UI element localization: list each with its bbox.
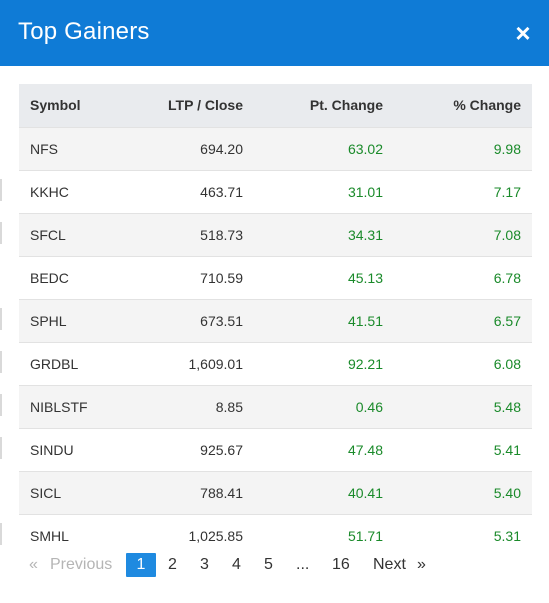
cell-ltp: 463.71 <box>200 183 243 200</box>
cell-pt-change: 47.48 <box>347 441 383 458</box>
table-row: SICL 788.41 40.41 5.40 <box>19 471 532 514</box>
table-row: NIBLSTF 8.85 0.46 5.48 <box>19 385 532 428</box>
cell-ltp: 518.73 <box>200 226 243 243</box>
next-button[interactable]: Next <box>373 556 406 573</box>
cell-pt-change: 92.21 <box>347 355 383 372</box>
cell-symbol: NIBLSTF <box>30 398 88 415</box>
cell-symbol: GRDBL <box>30 355 79 372</box>
table-row: SMHL 1,025.85 51.71 5.31 <box>19 514 532 557</box>
cell-pct-change: 7.17 <box>493 183 521 200</box>
table-row: BEDC 710.59 45.13 6.78 <box>19 256 532 299</box>
cell-pt-change: 0.46 <box>355 398 383 415</box>
cell-pct-change: 6.57 <box>493 312 521 329</box>
cell-symbol: SINDU <box>30 441 74 458</box>
page-1-button[interactable]: 1 <box>126 553 156 577</box>
table-row: SPHL 673.51 41.51 6.57 <box>19 299 532 342</box>
page-5-button[interactable]: 5 <box>264 556 273 573</box>
cell-pct-change: 7.08 <box>493 226 521 243</box>
header-pt-change[interactable]: Pt. Change <box>309 97 383 114</box>
cell-ltp: 710.59 <box>200 269 243 286</box>
header-symbol[interactable]: Symbol <box>30 97 81 114</box>
cell-pct-change: 9.98 <box>493 140 521 157</box>
cell-ltp: 1,609.01 <box>188 355 244 372</box>
cell-symbol: SPHL <box>30 312 67 329</box>
cell-pt-change: 45.13 <box>347 269 383 286</box>
page-2-button[interactable]: 2 <box>168 556 177 573</box>
cell-ltp: 925.67 <box>200 441 243 458</box>
cell-symbol: NFS <box>30 140 58 157</box>
gainers-table: Symbol LTP / Close Pt. Change % Change N… <box>19 84 532 557</box>
pagination: « Previous 1 2 3 4 5 ... 16 Next » <box>19 553 532 579</box>
cell-symbol: SFCL <box>30 226 66 243</box>
page-3-button[interactable]: 3 <box>200 556 209 573</box>
table-header-row: Symbol LTP / Close Pt. Change % Change <box>19 84 532 127</box>
page-4-button[interactable]: 4 <box>232 556 241 573</box>
cell-pct-change: 5.48 <box>493 398 521 415</box>
next-arrow-icon[interactable]: » <box>417 556 426 573</box>
cell-ltp: 673.51 <box>200 312 243 329</box>
cell-symbol: SICL <box>30 484 62 501</box>
modal-header: Top Gainers × <box>0 0 549 66</box>
table-row: SINDU 925.67 47.48 5.41 <box>19 428 532 471</box>
background-edge <box>0 66 3 603</box>
cell-ltp: 8.85 <box>215 398 243 415</box>
table-row: GRDBL 1,609.01 92.21 6.08 <box>19 342 532 385</box>
cell-pct-change: 5.41 <box>493 441 521 458</box>
cell-ltp: 788.41 <box>200 484 243 501</box>
cell-pt-change: 41.51 <box>347 312 383 329</box>
page-16-button[interactable]: 16 <box>332 556 350 573</box>
close-icon[interactable]: × <box>515 18 531 48</box>
cell-ltp: 1,025.85 <box>188 527 244 544</box>
cell-symbol: BEDC <box>30 269 69 286</box>
table-row: NFS 694.20 63.02 9.98 <box>19 127 532 170</box>
prev-arrow-icon: « <box>29 556 38 573</box>
cell-pt-change: 51.71 <box>347 527 383 544</box>
pagination-ellipsis: ... <box>296 556 310 573</box>
cell-pct-change: 6.78 <box>493 269 521 286</box>
header-ltp-close[interactable]: LTP / Close <box>168 97 243 114</box>
previous-button: Previous <box>50 556 113 573</box>
cell-pt-change: 63.02 <box>347 140 383 157</box>
cell-pct-change: 5.40 <box>493 484 521 501</box>
cell-pt-change: 40.41 <box>347 484 383 501</box>
cell-pct-change: 5.31 <box>493 527 521 544</box>
table-row: KKHC 463.71 31.01 7.17 <box>19 170 532 213</box>
header-pct-change[interactable]: % Change <box>453 97 521 114</box>
cell-pt-change: 34.31 <box>347 226 383 243</box>
cell-symbol: KKHC <box>30 183 69 200</box>
cell-pt-change: 31.01 <box>347 183 383 200</box>
cell-ltp: 694.20 <box>200 140 243 157</box>
cell-symbol: SMHL <box>30 527 69 544</box>
modal-title: Top Gainers <box>18 18 150 45</box>
gainers-table-container: Symbol LTP / Close Pt. Change % Change N… <box>19 84 532 557</box>
cell-pct-change: 6.08 <box>493 355 521 372</box>
table-row: SFCL 518.73 34.31 7.08 <box>19 213 532 256</box>
